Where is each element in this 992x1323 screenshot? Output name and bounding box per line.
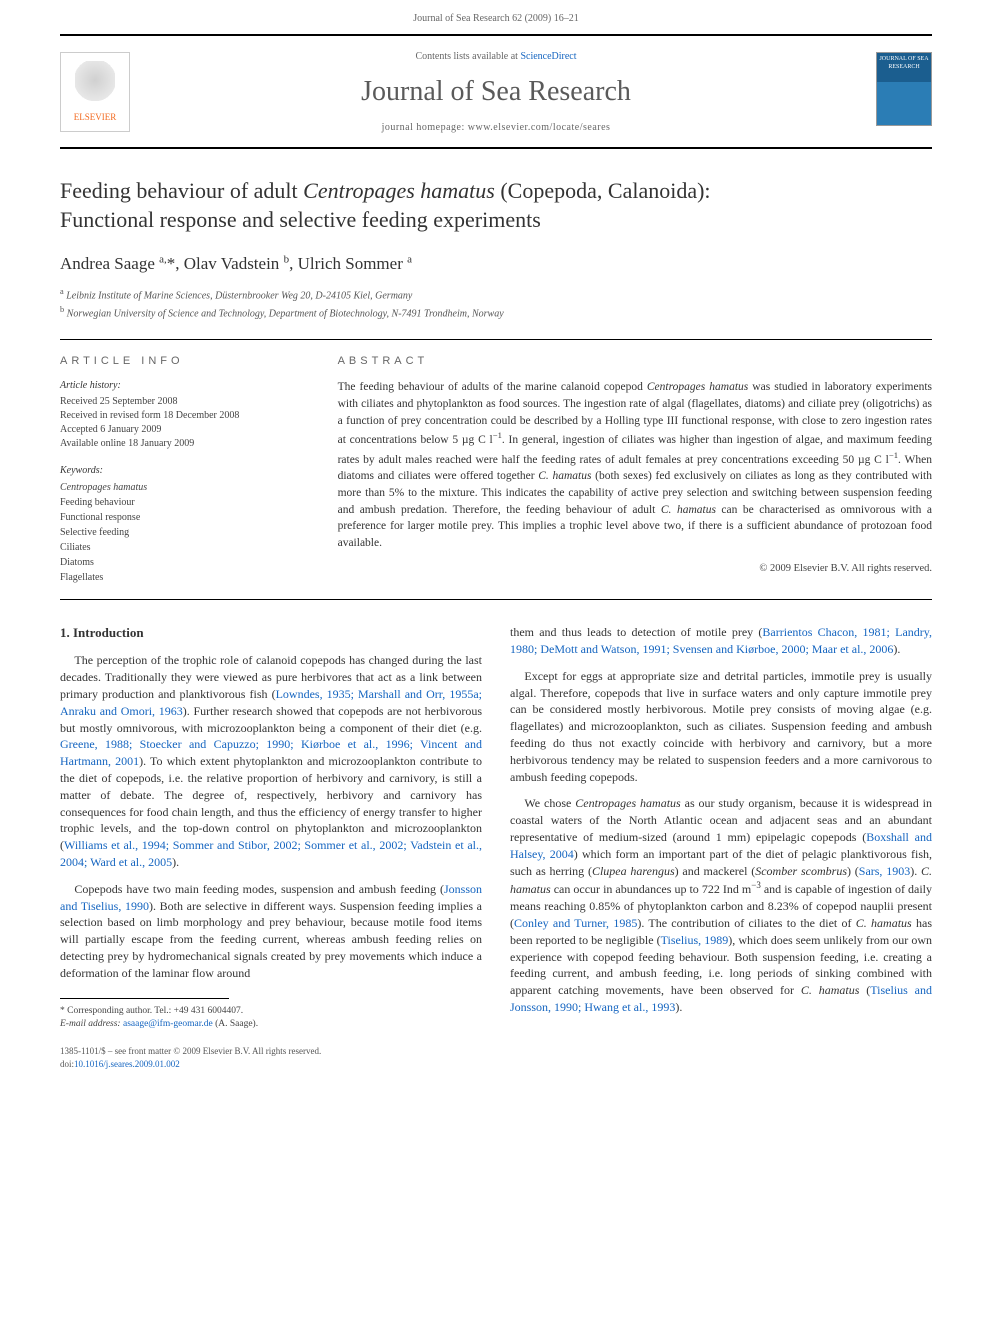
p4d: ) and mackerel ( <box>675 864 756 878</box>
left-column: 1. Introduction The perception of the tr… <box>60 624 482 1070</box>
journal-homepage-line: journal homepage: www.elsevier.com/locat… <box>60 121 932 135</box>
para-3: Except for eggs at appropriate size and … <box>510 668 932 786</box>
kw-4: Selective feeding <box>60 525 306 540</box>
p4sup1: −3 <box>751 880 761 890</box>
kw-5: Ciliates <box>60 540 306 555</box>
article-history-block: Article history: Received 25 September 2… <box>60 379 306 451</box>
authors-line: Andrea Saage a,*, Olav Vadstein b, Ulric… <box>60 252 932 276</box>
abstract-col: abstract The feeding behaviour of adults… <box>322 340 932 599</box>
para-4: We chose Centropages hamatus as our stud… <box>510 795 932 1015</box>
abstract-copyright: © 2009 Elsevier B.V. All rights reserved… <box>338 562 932 577</box>
left-body-text: The perception of the trophic role of ca… <box>60 652 482 981</box>
history-label: Article history: <box>60 379 306 393</box>
article-title: Feeding behaviour of adult Centropages h… <box>60 177 932 234</box>
history-revised: Received in revised form 18 December 200… <box>60 409 306 423</box>
email-suffix: (A. Saage). <box>213 1019 258 1029</box>
abstract-heading: abstract <box>338 354 932 369</box>
p2c: them and thus leads to detection of moti… <box>510 625 762 639</box>
affiliation-a: Leibniz Institute of Marine Sciences, Dü… <box>64 291 413 302</box>
p4e: ) ( <box>847 864 859 878</box>
doi-link[interactable]: 10.1016/j.seares.2009.01.002 <box>74 1059 180 1069</box>
article-info-heading: article info <box>60 354 306 369</box>
p4i: ). The contribution of ciliates to the d… <box>637 916 855 930</box>
affiliations: a Leibniz Institute of Marine Sciences, … <box>60 286 932 321</box>
p4sp1: Centropages hamatus <box>575 796 680 810</box>
p4sp2: Clupea harengus <box>592 864 675 878</box>
abs-sp2: C. hamatus <box>538 470 591 482</box>
title-species: Centropages hamatus <box>303 178 495 203</box>
keywords-block: Keywords: Centropages hamatus Feeding be… <box>60 463 306 585</box>
p4f: ). <box>910 864 921 878</box>
body-two-column: 1. Introduction The perception of the tr… <box>60 624 932 1070</box>
elsevier-logo[interactable]: ELSEVIER <box>60 52 130 132</box>
affiliation-b: Norwegian University of Science and Tech… <box>64 308 504 319</box>
abs-sp3: C. hamatus <box>661 504 716 516</box>
email-label: E-mail address: <box>60 1019 121 1029</box>
para-2-right: them and thus leads to detection of moti… <box>510 624 932 658</box>
elsevier-tree-icon <box>75 61 115 109</box>
running-head: Journal of Sea Research 62 (2009) 16–21 <box>0 0 992 34</box>
homepage-url[interactable]: www.elsevier.com/locate/seares <box>468 122 611 133</box>
kw-7: Flagellates <box>60 570 306 585</box>
journal-name: Journal of Sea Research <box>60 72 932 111</box>
cite-p4-4[interactable]: Tiselius, 1989 <box>661 933 729 947</box>
intro-heading: 1. Introduction <box>60 624 482 642</box>
keywords-label: Keywords: <box>60 463 306 478</box>
p2d: ). <box>893 642 900 656</box>
sciencedirect-link[interactable]: ScienceDirect <box>520 51 576 62</box>
abs-sup1: −1 <box>493 430 502 440</box>
right-body-text: them and thus leads to detection of moti… <box>510 624 932 1016</box>
kw-6: Diatoms <box>60 555 306 570</box>
kw-1: Centropages hamatus <box>60 482 147 493</box>
title-part-1b: (Copepoda, Calanoida): <box>495 178 711 203</box>
journal-header-box: ELSEVIER JOURNAL OF SEA RESEARCH Content… <box>60 34 932 149</box>
footer-block: 1385-1101/$ – see front matter © 2009 El… <box>60 1045 482 1070</box>
p4a: We chose <box>524 796 575 810</box>
cover-text: JOURNAL OF SEA RESEARCH <box>879 56 928 70</box>
p4m: ). <box>675 1000 682 1014</box>
journal-cover-thumb[interactable]: JOURNAL OF SEA RESEARCH <box>876 52 932 126</box>
abs-sp1: Centropages hamatus <box>647 381 748 393</box>
abs-pre: The feeding behaviour of adults of the m… <box>338 381 647 393</box>
doi-prefix: doi: <box>60 1059 74 1069</box>
p4sp5: C. hamatus <box>856 916 912 930</box>
homepage-prefix: journal homepage: <box>382 122 468 133</box>
info-abstract-row: article info Article history: Received 2… <box>60 339 932 600</box>
right-column: them and thus leads to detection of moti… <box>510 624 932 1070</box>
cite-p4-2[interactable]: Sars, 1903 <box>859 864 910 878</box>
history-received: Received 25 September 2008 <box>60 395 306 409</box>
footnote-block: * Corresponding author. Tel.: +49 431 60… <box>60 1005 482 1032</box>
elsevier-label: ELSEVIER <box>74 111 117 124</box>
p1d: ). <box>172 855 179 869</box>
p3a: Except for eggs at appropriate size and … <box>510 669 932 784</box>
title-part-1: Feeding behaviour of adult <box>60 178 303 203</box>
title-part-2: Functional response and selective feedin… <box>60 207 541 232</box>
abs-sup2: −1 <box>889 450 898 460</box>
front-matter-line: 1385-1101/$ – see front matter © 2009 El… <box>60 1045 482 1058</box>
kw-2: Feeding behaviour <box>60 495 306 510</box>
p4sp3: Scomber scombrus <box>755 864 847 878</box>
article-content: Feeding behaviour of adult Centropages h… <box>0 177 992 1070</box>
history-online: Available online 18 January 2009 <box>60 437 306 451</box>
corresponding-author: * Corresponding author. Tel.: +49 431 60… <box>60 1005 482 1018</box>
kw-3: Functional response <box>60 510 306 525</box>
p4g: can occur in abundances up to 722 Ind m <box>551 882 752 896</box>
para-1: The perception of the trophic role of ca… <box>60 652 482 870</box>
history-accepted: Accepted 6 January 2009 <box>60 423 306 437</box>
footnote-rule <box>60 998 229 999</box>
cite-p1-3[interactable]: Williams et al., 1994; Sommer and Stibor… <box>60 838 482 869</box>
para-2-left: Copepods have two main feeding modes, su… <box>60 881 482 982</box>
corresponding-email-link[interactable]: asaage@ifm-geomar.de <box>123 1019 213 1029</box>
p4sp6: C. hamatus <box>801 983 860 997</box>
contents-available-line: Contents lists available at ScienceDirec… <box>60 50 932 64</box>
contents-prefix: Contents lists available at <box>415 51 520 62</box>
p4l: ( <box>859 983 870 997</box>
article-info-col: article info Article history: Received 2… <box>60 340 322 599</box>
abstract-text: The feeding behaviour of adults of the m… <box>338 379 932 551</box>
p2a: Copepods have two main feeding modes, su… <box>74 882 444 896</box>
cite-p4-3[interactable]: Conley and Turner, 1985 <box>514 916 637 930</box>
